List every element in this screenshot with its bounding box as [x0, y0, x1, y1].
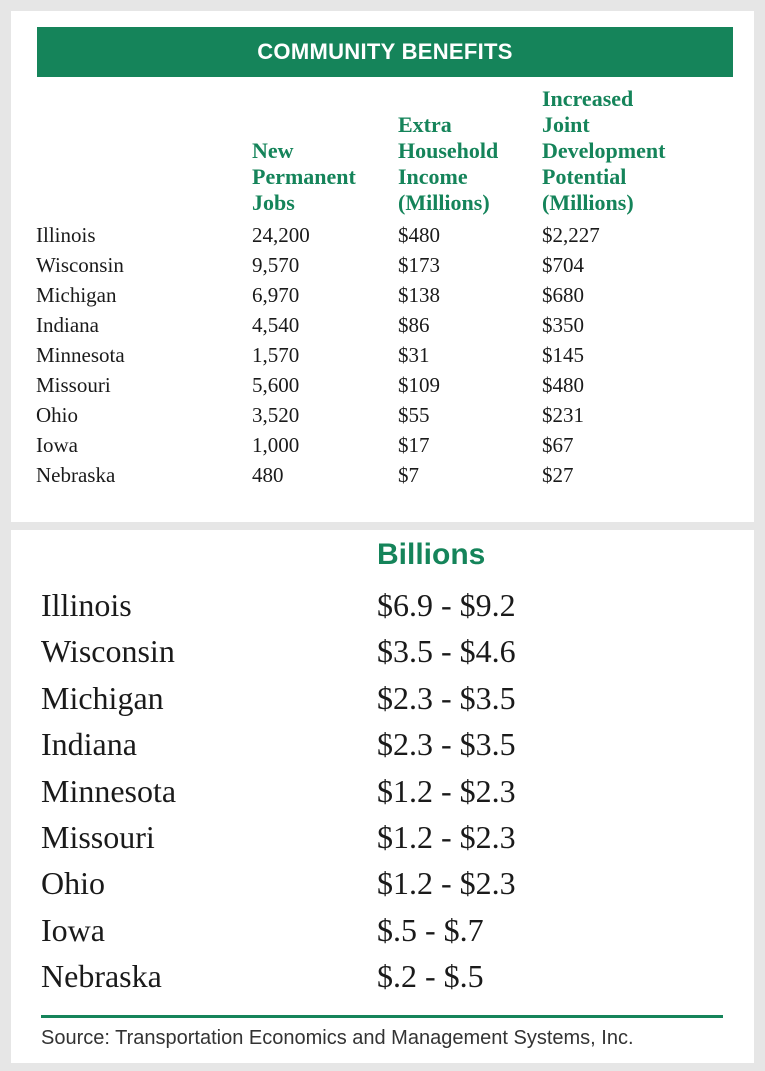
billions-range: $2.3 - $3.5: [377, 679, 516, 716]
community-benefits-panel: COMMUNITY BENEFITS New Permanent Jobs Ex…: [11, 11, 754, 522]
table-row: Michigan 6,970 $138 $680: [11, 283, 754, 313]
development-value: $145: [542, 343, 584, 367]
state-name: Nebraska: [41, 958, 162, 995]
development-value: $680: [542, 283, 584, 307]
billions-panel: Billions Illinois $6.9 - $9.2 Wisconsin …: [11, 530, 754, 1063]
source-note: Source: Transportation Economics and Man…: [41, 1027, 634, 1049]
table-row: Michigan $2.3 - $3.5: [11, 679, 754, 725]
benefits-table: Illinois 24,200 $480 $2,227 Wisconsin 9,…: [11, 223, 754, 493]
billions-header: Billions: [377, 538, 486, 571]
state-name: Michigan: [36, 283, 117, 307]
table-row: Iowa 1,000 $17 $67: [11, 433, 754, 463]
table-row: Wisconsin $3.5 - $4.6: [11, 632, 754, 678]
header-extra-household-income: Extra Household Income (Millions): [398, 112, 499, 215]
billions-table: Illinois $6.9 - $9.2 Wisconsin $3.5 - $4…: [11, 586, 754, 1004]
income-value: $173: [398, 253, 440, 277]
state-name: Missouri: [36, 373, 111, 397]
development-value: $231: [542, 403, 584, 427]
income-value: $480: [398, 223, 440, 247]
jobs-value: 6,970: [252, 283, 300, 307]
state-name: Wisconsin: [36, 253, 124, 277]
state-name: Illinois: [36, 223, 96, 247]
table-row: Ohio 3,520 $55 $231: [11, 403, 754, 433]
billions-range: $1.2 - $2.3: [377, 818, 516, 855]
table-row: Nebraska 480 $7 $27: [11, 463, 754, 493]
income-value: $109: [398, 373, 440, 397]
table-row: Iowa $.5 - $.7: [11, 911, 754, 957]
billions-range: $1.2 - $2.3: [377, 772, 516, 809]
header-joint-development-potential: Increased Joint Development Potential (M…: [542, 86, 666, 215]
header-new-permanent-jobs: New Permanent Jobs: [252, 138, 356, 215]
development-value: $67: [542, 433, 574, 457]
jobs-value: 1,000: [252, 433, 300, 457]
divider: [41, 1015, 723, 1018]
state-name: Nebraska: [36, 463, 116, 487]
development-value: $2,227: [542, 223, 600, 247]
income-value: $86: [398, 313, 430, 337]
billions-range: $3.5 - $4.6: [377, 633, 516, 670]
state-name: Michigan: [41, 679, 164, 716]
table-row: Indiana 4,540 $86 $350: [11, 313, 754, 343]
income-value: $31: [398, 343, 430, 367]
state-name: Indiana: [41, 726, 137, 763]
billions-range: $.5 - $.7: [377, 911, 484, 948]
state-name: Illinois: [41, 587, 132, 623]
billions-range: $6.9 - $9.2: [377, 587, 516, 623]
jobs-value: 4,540: [252, 313, 300, 337]
state-name: Iowa: [36, 433, 78, 457]
table-row: Ohio $1.2 - $2.3: [11, 864, 754, 910]
billions-range: $2.3 - $3.5: [377, 726, 516, 763]
state-name: Minnesota: [41, 772, 177, 809]
state-name: Iowa: [41, 911, 105, 948]
jobs-value: 1,570: [252, 343, 300, 367]
development-value: $27: [542, 463, 574, 487]
table-row: Missouri $1.2 - $2.3: [11, 818, 754, 864]
income-value: $7: [398, 463, 419, 487]
state-name: Wisconsin: [41, 633, 175, 670]
development-value: $350: [542, 313, 584, 337]
billions-range: $.2 - $.5: [377, 958, 484, 995]
table-row: Nebraska $.2 - $.5: [11, 957, 754, 1003]
state-name: Missouri: [41, 818, 155, 855]
table-row: Illinois 24,200 $480 $2,227: [11, 223, 754, 253]
jobs-value: 480: [252, 463, 284, 487]
income-value: $17: [398, 433, 430, 457]
jobs-value: 3,520: [252, 403, 300, 427]
state-name: Minnesota: [36, 343, 125, 367]
development-value: $704: [542, 253, 584, 277]
state-name: Ohio: [41, 865, 105, 902]
table-row: Minnesota 1,570 $31 $145: [11, 343, 754, 373]
table-row: Indiana $2.3 - $3.5: [11, 725, 754, 771]
table-row: Illinois $6.9 - $9.2: [11, 586, 754, 632]
income-value: $55: [398, 403, 430, 427]
billions-range: $1.2 - $2.3: [377, 865, 516, 902]
table-row: Wisconsin 9,570 $173 $704: [11, 253, 754, 283]
jobs-value: 5,600: [252, 373, 300, 397]
state-name: Ohio: [36, 403, 78, 427]
community-benefits-title: COMMUNITY BENEFITS: [37, 27, 733, 77]
income-value: $138: [398, 283, 440, 307]
table-row: Missouri 5,600 $109 $480: [11, 373, 754, 403]
development-value: $480: [542, 373, 584, 397]
table-row: Minnesota $1.2 - $2.3: [11, 772, 754, 818]
jobs-value: 24,200: [252, 223, 310, 247]
jobs-value: 9,570: [252, 253, 300, 277]
state-name: Indiana: [36, 313, 99, 337]
